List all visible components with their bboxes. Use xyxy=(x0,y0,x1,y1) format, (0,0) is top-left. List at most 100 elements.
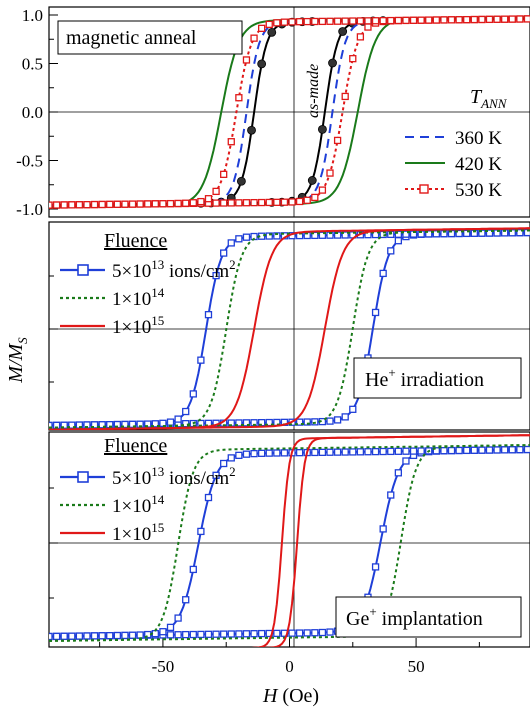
legend-label: 530 K xyxy=(455,180,502,201)
data-point xyxy=(341,448,349,456)
data-point xyxy=(267,27,277,37)
legend-title-t: T xyxy=(470,86,483,108)
data-point xyxy=(379,447,387,456)
legend-top: 360 K 420 K 530 K xyxy=(405,128,502,201)
series-line xyxy=(248,434,530,647)
data-point xyxy=(493,15,501,23)
he-label-rest: irradiation xyxy=(396,369,484,391)
y-tick-label: 0.5 xyxy=(22,55,43,74)
data-point xyxy=(307,176,317,185)
legend-label-sup: 15 xyxy=(151,520,164,535)
legend-label: 360 K xyxy=(455,128,502,149)
data-point xyxy=(326,628,334,636)
data-point xyxy=(371,563,380,571)
legend-label-sup: 14 xyxy=(151,492,165,507)
data-point xyxy=(326,448,334,456)
data-point xyxy=(311,629,319,637)
data-point xyxy=(227,630,235,638)
panel-middle-frame xyxy=(48,221,530,431)
data-point xyxy=(371,17,380,25)
data-point xyxy=(121,420,129,429)
x-axis-label-unit: (Oe) xyxy=(277,685,319,707)
data-point xyxy=(227,239,235,247)
data-point xyxy=(394,237,403,245)
fluence-title-bot: Fluence xyxy=(104,435,167,457)
data-point xyxy=(166,199,175,208)
data-point xyxy=(318,186,327,194)
data-point xyxy=(159,419,167,427)
data-point xyxy=(98,421,106,429)
data-point xyxy=(83,632,91,640)
data-point xyxy=(409,447,418,455)
x-axis-label: H (Oe) xyxy=(262,685,319,707)
data-point xyxy=(197,197,205,206)
data-point xyxy=(250,449,258,458)
data-point xyxy=(333,416,342,424)
data-point xyxy=(52,201,61,209)
data-point xyxy=(90,421,99,429)
data-point xyxy=(318,231,327,239)
data-point xyxy=(478,446,486,454)
data-point xyxy=(295,418,304,426)
data-point xyxy=(485,15,494,24)
data-point xyxy=(60,421,68,429)
panel-middle-curves xyxy=(49,227,530,430)
data-point xyxy=(75,632,84,640)
as-made-label: as-made xyxy=(305,64,322,118)
legend-marker xyxy=(77,471,89,483)
data-point xyxy=(387,491,395,499)
data-point xyxy=(247,125,256,135)
legend-label-unit-sup: 2 xyxy=(229,464,236,479)
data-point xyxy=(197,527,205,536)
legend-label-main: 5×10 xyxy=(112,468,151,489)
data-point xyxy=(52,632,61,641)
data-point xyxy=(371,447,380,456)
y-axis-label-sub: S xyxy=(15,337,30,344)
data-point xyxy=(273,19,281,27)
data-point xyxy=(379,269,387,278)
data-point xyxy=(463,446,471,455)
data-point xyxy=(295,197,304,206)
data-point xyxy=(364,23,372,31)
legend-label-unit: ions/cm xyxy=(164,468,229,489)
data-point xyxy=(98,200,106,209)
y-ticks-mid-bot xyxy=(49,275,58,599)
data-point xyxy=(303,17,311,26)
data-point xyxy=(212,271,220,280)
data-point xyxy=(417,447,425,455)
data-point xyxy=(402,447,410,455)
data-point xyxy=(220,459,228,468)
data-point xyxy=(151,200,159,208)
data-point xyxy=(265,449,273,457)
legend-title-tann: TANN xyxy=(470,86,508,111)
data-point xyxy=(204,311,213,319)
data-point xyxy=(341,413,349,421)
data-point xyxy=(68,201,76,209)
data-point xyxy=(387,247,395,255)
data-point xyxy=(250,630,258,638)
data-point xyxy=(493,446,501,454)
data-point xyxy=(174,614,182,622)
data-point xyxy=(273,629,281,638)
data-point xyxy=(60,632,68,640)
data-point xyxy=(379,17,387,25)
data-point xyxy=(204,630,213,638)
data-point xyxy=(318,448,327,456)
x-axis-label-main: H xyxy=(262,685,279,707)
zero-lines xyxy=(49,7,530,647)
data-point xyxy=(128,200,137,208)
data-point xyxy=(174,415,182,423)
data-point xyxy=(236,176,246,186)
data-point xyxy=(212,199,220,207)
y-tick-label: -1.0 xyxy=(16,200,43,219)
legend-label: 1×1015 xyxy=(112,313,164,338)
data-point xyxy=(49,201,53,209)
data-point xyxy=(417,16,425,24)
data-point xyxy=(128,420,137,428)
data-point xyxy=(402,457,410,465)
data-point xyxy=(508,15,516,23)
data-point xyxy=(250,34,258,42)
data-point xyxy=(136,200,144,208)
data-point xyxy=(204,493,213,502)
